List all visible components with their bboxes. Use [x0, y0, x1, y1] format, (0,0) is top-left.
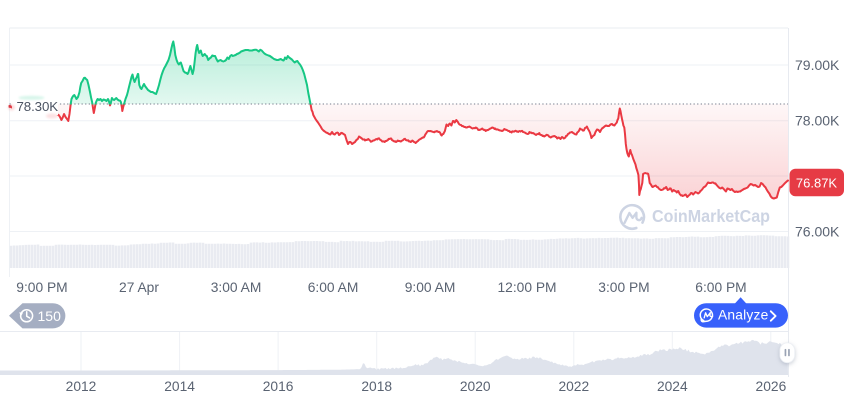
svg-text:78.30K: 78.30K — [17, 99, 59, 114]
svg-text:79.00K: 79.00K — [795, 57, 840, 73]
svg-text:76.87K: 76.87K — [796, 175, 838, 190]
svg-text:2014: 2014 — [164, 379, 195, 394]
svg-text:2016: 2016 — [263, 379, 294, 394]
svg-text:6:00 PM: 6:00 PM — [695, 280, 746, 295]
svg-text:12:00 PM: 12:00 PM — [497, 280, 556, 295]
svg-text:2024: 2024 — [657, 379, 688, 394]
svg-text:78.00K: 78.00K — [795, 113, 840, 129]
svg-text:27 Apr: 27 Apr — [119, 280, 159, 295]
svg-text:9:00 PM: 9:00 PM — [16, 280, 67, 295]
svg-text:2026: 2026 — [756, 379, 787, 394]
svg-text:6:00 AM: 6:00 AM — [308, 280, 359, 295]
svg-text:Analyze: Analyze — [718, 308, 769, 323]
svg-text:2020: 2020 — [460, 379, 491, 394]
svg-text:2012: 2012 — [66, 379, 97, 394]
svg-text:150: 150 — [38, 308, 62, 324]
svg-text:CoinMarketCap: CoinMarketCap — [652, 206, 770, 226]
svg-text:2022: 2022 — [558, 379, 589, 394]
svg-text:3:00 PM: 3:00 PM — [598, 280, 649, 295]
svg-text:3:00 AM: 3:00 AM — [211, 280, 262, 295]
svg-text:2018: 2018 — [361, 379, 392, 394]
svg-text:76.00K: 76.00K — [795, 224, 840, 240]
svg-text:9:00 AM: 9:00 AM — [405, 280, 456, 295]
